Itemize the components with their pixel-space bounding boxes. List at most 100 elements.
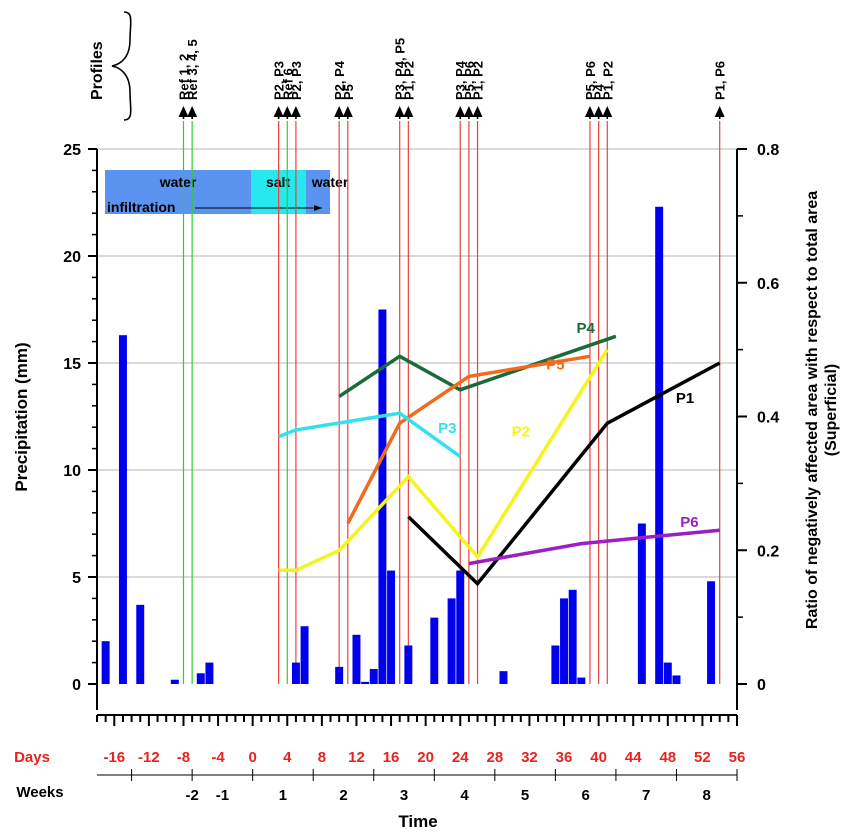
week-label: -2: [185, 787, 198, 804]
series-line-p5: [346, 354, 591, 525]
weeks-label: Weeks: [16, 784, 63, 801]
precipitation-bar: [369, 669, 378, 684]
profile-arrowhead: [593, 106, 604, 117]
y-left-tick-label: 10: [63, 463, 81, 480]
days-label: Days: [14, 749, 50, 766]
day-tick-label: 28: [486, 749, 503, 766]
day-tick-label: -12: [138, 749, 160, 766]
precipitation-bar: [560, 598, 569, 684]
profile-arrowhead: [455, 106, 466, 117]
precipitation-bar: [707, 581, 716, 684]
day-tick-label: 40: [590, 749, 607, 766]
profile-arrowhead: [187, 106, 198, 117]
y-left-tick-label: 20: [63, 249, 81, 266]
precipitation-bar: [577, 677, 586, 684]
profile-label: P5, P6: [462, 61, 477, 100]
series-label: P2: [512, 424, 530, 441]
day-tick-label: 36: [556, 749, 573, 766]
day-tick-label: 32: [521, 749, 538, 766]
week-label: 5: [521, 787, 529, 804]
week-label: 7: [642, 787, 650, 804]
week-label: 6: [581, 787, 589, 804]
profile-arrowhead: [290, 106, 301, 117]
profile-arrowhead: [403, 106, 414, 117]
precipitation-bar: [136, 604, 145, 684]
y-left-tick-label: 5: [72, 570, 81, 587]
profile-arrowhead: [463, 106, 474, 117]
precipitation-bar: [300, 626, 309, 684]
profile-label: Ref 6: [280, 68, 295, 100]
series-label: P6: [680, 514, 698, 531]
week-label: 8: [703, 787, 711, 804]
series-label: P5: [546, 357, 564, 374]
profile-label: P4: [592, 83, 607, 100]
profile-label: P5, P6: [583, 61, 598, 100]
profile-label: P3, P4, P5: [393, 38, 408, 100]
precipitation-bar: [387, 570, 396, 684]
series-label: P1: [676, 390, 694, 407]
profile-arrowhead: [178, 106, 189, 117]
precipitation-bar: [335, 666, 344, 684]
precipitation-bar: [352, 634, 361, 684]
precipitation-bar: [404, 645, 413, 684]
precipitation-bar: [456, 570, 465, 684]
series-label: P3: [438, 420, 456, 437]
precipitation-bars: [101, 206, 716, 684]
precipitation-bar: [430, 617, 439, 684]
y-right-tick-label: 0.8: [757, 142, 779, 159]
profile-label: P3, P4: [453, 60, 468, 100]
precipitation-bar: [499, 671, 508, 684]
day-tick-label: 8: [318, 749, 326, 766]
precipitation-bar: [101, 641, 110, 684]
profile-label: P2, P3: [272, 61, 287, 100]
series-line-p3: [277, 411, 462, 459]
series-line-p6: [468, 528, 720, 566]
week-label: 1: [279, 787, 287, 804]
y-right-tick-label: 0: [757, 677, 766, 694]
y-right-tick-label: 0.2: [757, 543, 779, 560]
profile-arrowhead: [273, 106, 284, 117]
precipitation-bar: [551, 645, 560, 684]
treatment-legend: water salt water infiltration: [105, 170, 349, 215]
gridlines: [97, 148, 737, 578]
day-tick-label: -8: [177, 749, 190, 766]
series-label: P4: [576, 320, 595, 337]
y-right-tick-label: 0.4: [757, 410, 779, 427]
precipitation-bar: [205, 662, 214, 684]
series-line-p4: [338, 334, 617, 398]
x-axis-label: Time: [398, 812, 437, 831]
day-tick-label: 12: [348, 749, 365, 766]
profile-label: Ref 1, 2: [176, 54, 191, 100]
infiltration-label: infiltration: [107, 199, 175, 215]
water-label: water: [159, 174, 197, 190]
profile-arrowhead: [334, 106, 345, 117]
y-left-tick-label: 15: [63, 356, 81, 373]
y-left-tick-label: 25: [63, 142, 81, 159]
series-line-p2: [278, 348, 609, 573]
day-tick-label: 48: [659, 749, 676, 766]
y-left-tick-label: 0: [72, 677, 81, 694]
day-tick-label: 4: [283, 749, 292, 766]
profile-label: P1, P6: [713, 61, 728, 100]
precipitation-bar: [378, 309, 387, 684]
precipitation-bar: [447, 598, 456, 684]
precipitation-bar: [663, 662, 672, 684]
profile-arrowhead: [342, 106, 353, 117]
profile-arrowhead: [602, 106, 613, 117]
profile-label: P1, P2: [600, 61, 615, 100]
profiles-brace-icon: [111, 11, 132, 121]
precipitation-bar: [361, 681, 370, 684]
precipitation-bar: [568, 589, 577, 684]
profile-label: Ref 3, 4, 5: [185, 39, 200, 100]
precipitation-bar: [196, 673, 205, 684]
day-tick-label: 0: [249, 749, 257, 766]
y-axis-right-label: Ratio of negatively affected area with r…: [804, 191, 821, 629]
day-tick-label: 16: [383, 749, 400, 766]
precipitation-bar: [170, 679, 179, 684]
profile-arrowhead: [472, 106, 483, 117]
profile-arrowhead: [714, 106, 725, 117]
profile-label: P5: [341, 84, 356, 100]
week-label: 3: [400, 787, 408, 804]
